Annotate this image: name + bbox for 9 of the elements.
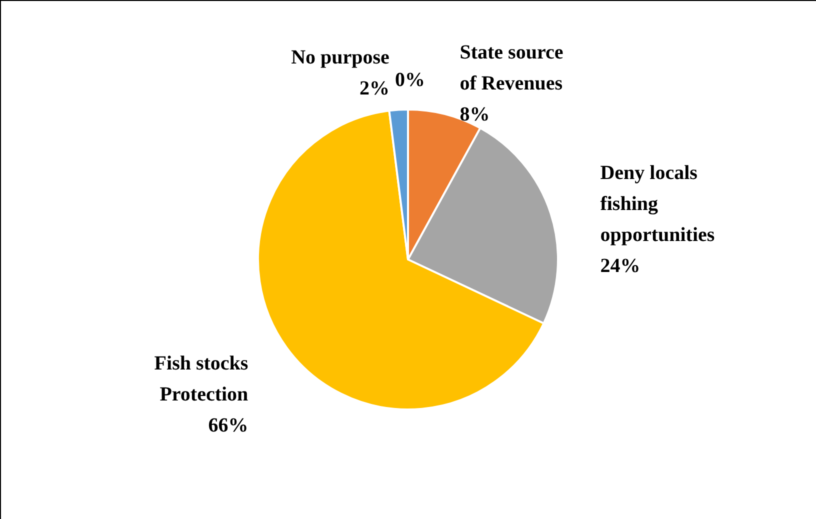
data-label: 66% xyxy=(208,414,248,437)
slice-label: Deny locals fishing opportunities xyxy=(600,162,715,246)
slice-label: No purpose xyxy=(291,46,390,68)
data-label: 8% xyxy=(460,103,490,126)
text: 0% xyxy=(395,69,425,91)
slice-label: State source of Revenues xyxy=(460,41,564,94)
slice-label: Fish stocks Protection xyxy=(154,352,248,406)
data-label: 24% xyxy=(600,255,640,278)
data-label: 2% xyxy=(359,77,390,100)
